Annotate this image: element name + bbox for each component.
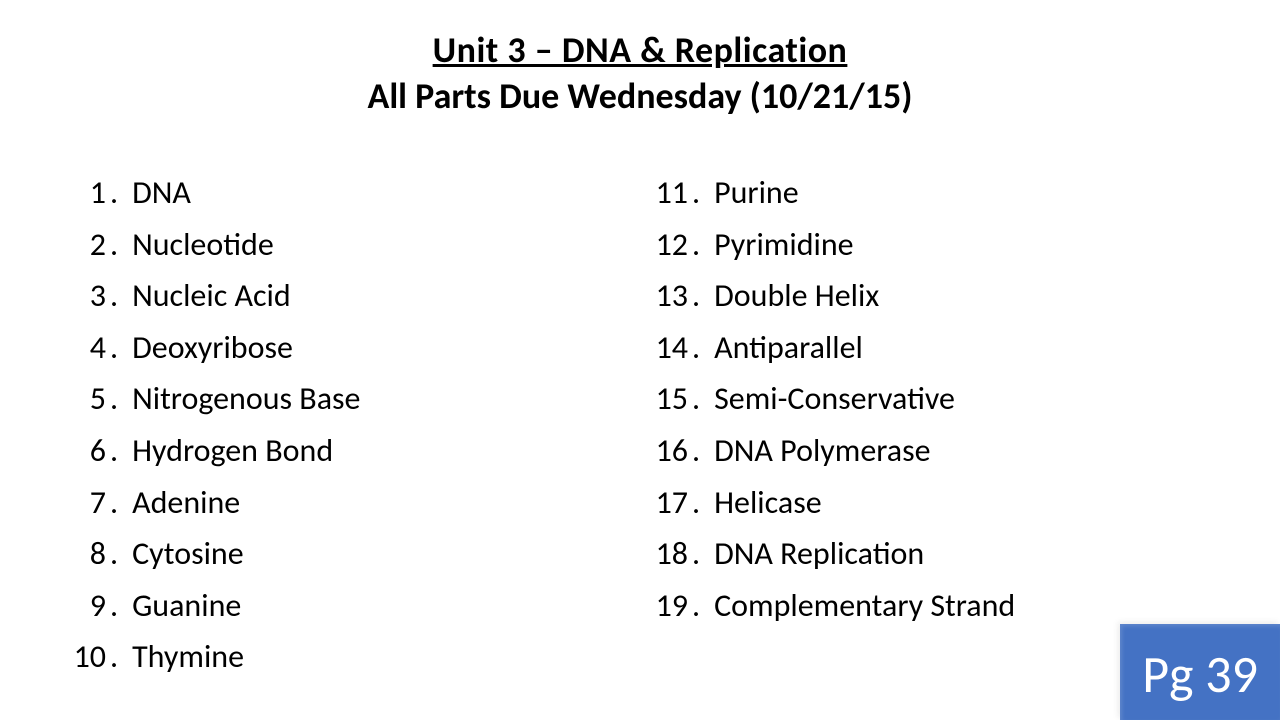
item-number: 11 <box>640 168 692 218</box>
terms-column-left: 1. DNA 2. Nucleotide 3. Nucleic Acid 4. Deoxyri… <box>58 168 640 684</box>
item-text: Deoxyribose <box>132 323 293 373</box>
item-separator: . <box>110 478 118 528</box>
item-separator: . <box>110 271 118 321</box>
item-text: Pyrimidine <box>714 220 854 270</box>
item-separator: . <box>692 271 700 321</box>
list-item: 16. DNA Polymerase <box>640 426 1240 476</box>
item-text: Nitrogenous Base <box>132 374 360 424</box>
item-separator: . <box>692 581 700 631</box>
list-item: 3. Nucleic Acid <box>58 271 640 321</box>
item-number: 16 <box>640 426 692 476</box>
item-separator: . <box>110 323 118 373</box>
item-number: 12 <box>640 220 692 270</box>
item-number: 1 <box>58 168 110 218</box>
item-number: 5 <box>58 374 110 424</box>
list-item: 15. Semi-Conservative <box>640 374 1240 424</box>
item-text: Adenine <box>132 478 240 528</box>
slide-subtitle: All Parts Due Wednesday (10/21/15) <box>0 74 1280 118</box>
item-number: 9 <box>58 581 110 631</box>
list-item: 17. Helicase <box>640 478 1240 528</box>
item-text: DNA Polymerase <box>714 426 930 476</box>
list-item: 10. Thymine <box>58 632 640 682</box>
item-number: 15 <box>640 374 692 424</box>
item-separator: . <box>692 478 700 528</box>
item-separator: . <box>110 632 118 682</box>
item-separator: . <box>110 581 118 631</box>
item-text: Helicase <box>714 478 822 528</box>
item-text: Purine <box>714 168 799 218</box>
item-separator: . <box>692 529 700 579</box>
item-number: 19 <box>640 581 692 631</box>
item-text: Nucleic Acid <box>132 271 291 321</box>
item-separator: . <box>692 374 700 424</box>
list-item: 8. Cytosine <box>58 529 640 579</box>
item-separator: . <box>110 168 118 218</box>
list-item: 13. Double Helix <box>640 271 1240 321</box>
item-text: Cytosine <box>132 529 244 579</box>
item-text: Complementary Strand <box>714 581 1015 631</box>
item-separator: . <box>692 323 700 373</box>
list-item: 7. Adenine <box>58 478 640 528</box>
item-separator: . <box>110 529 118 579</box>
list-item: 4. Deoxyribose <box>58 323 640 373</box>
list-item: 1. DNA <box>58 168 640 218</box>
item-text: Thymine <box>132 632 244 682</box>
item-separator: . <box>692 168 700 218</box>
list-item: 9. Guanine <box>58 581 640 631</box>
item-text: Nucleotide <box>132 220 274 270</box>
item-number: 13 <box>640 271 692 321</box>
terms-column-right: 11.Purine12.Pyrimidine13.Double Helix14.… <box>640 168 1240 684</box>
list-item: 14. Antiparallel <box>640 323 1240 373</box>
item-text: Hydrogen Bond <box>132 426 333 476</box>
page-number-badge: Pg 39 <box>1120 624 1280 720</box>
list-item: 2. Nucleotide <box>58 220 640 270</box>
item-separator: . <box>692 220 700 270</box>
item-number: 3 <box>58 271 110 321</box>
item-text: DNA Replication <box>714 529 924 579</box>
item-number: 6 <box>58 426 110 476</box>
list-item: 6. Hydrogen Bond <box>58 426 640 476</box>
slide-title: Unit 3 – DNA & Replication <box>0 28 1280 72</box>
item-number: 18 <box>640 529 692 579</box>
item-number: 4 <box>58 323 110 373</box>
item-separator: . <box>692 426 700 476</box>
item-number: 17 <box>640 478 692 528</box>
item-number: 10 <box>58 632 110 682</box>
list-item: 18. DNA Replication <box>640 529 1240 579</box>
item-separator: . <box>110 220 118 270</box>
item-text: DNA <box>132 168 191 218</box>
item-text: Guanine <box>132 581 241 631</box>
list-item: 5. Nitrogenous Base <box>58 374 640 424</box>
item-text: Semi-Conservative <box>714 374 955 424</box>
item-separator: . <box>110 426 118 476</box>
list-item: 19. Complementary Strand <box>640 581 1240 631</box>
item-number: 8 <box>58 529 110 579</box>
list-item: 11. Purine <box>640 168 1240 218</box>
item-text: Double Helix <box>714 271 879 321</box>
list-item: 12. Pyrimidine <box>640 220 1240 270</box>
item-text: Antiparallel <box>714 323 863 373</box>
item-separator: . <box>110 374 118 424</box>
item-number: 14 <box>640 323 692 373</box>
slide-content: 1. DNA 2. Nucleotide 3. Nucleic Acid 4. Deoxyri… <box>0 118 1280 684</box>
item-number: 7 <box>58 478 110 528</box>
item-number: 2 <box>58 220 110 270</box>
slide-header: Unit 3 – DNA & Replication All Parts Due… <box>0 0 1280 118</box>
